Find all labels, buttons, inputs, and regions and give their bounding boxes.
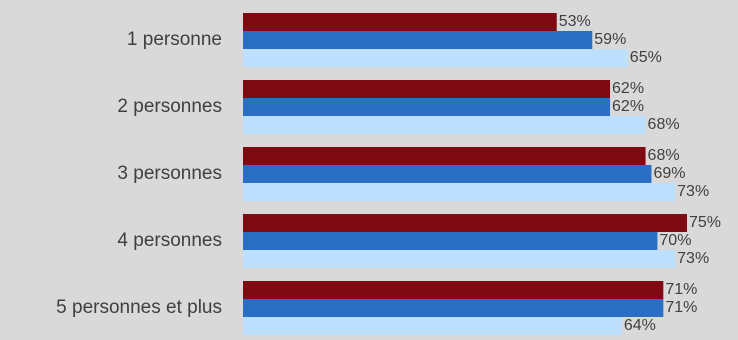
value-label: 65%: [630, 49, 662, 66]
bars: [243, 13, 687, 335]
bar-series3-5: [243, 317, 622, 335]
value-label: 62%: [612, 98, 644, 115]
value-label: 75%: [689, 214, 721, 231]
value-labels: 53%59%65%62%62%68%68%69%73%75%70%73%71%7…: [559, 13, 721, 334]
bar-series1-1: [243, 13, 557, 31]
bar-series2-2: [243, 98, 611, 116]
bar-series1-4: [243, 214, 687, 232]
value-label: 73%: [677, 183, 709, 200]
value-label: 71%: [665, 299, 697, 316]
value-label: 68%: [648, 147, 680, 164]
category-label: 3 personnes: [117, 163, 222, 184]
bar-series2-3: [243, 165, 652, 183]
bar-series2-1: [243, 31, 593, 49]
bar-series1-3: [243, 147, 646, 165]
value-label: 62%: [612, 80, 644, 97]
value-label: 70%: [659, 232, 691, 249]
value-label: 68%: [648, 116, 680, 133]
bar-series1-5: [243, 281, 664, 299]
bar-series3-4: [243, 250, 676, 268]
value-label: 71%: [665, 281, 697, 298]
category-label: 1 personne: [127, 29, 222, 50]
bar-series1-2: [243, 80, 611, 98]
value-label: 59%: [594, 31, 626, 48]
category-label: 2 personnes: [117, 96, 222, 117]
category-labels: 1 personne 2 personnes 3 personnes 4 person…: [56, 29, 222, 318]
value-label: 64%: [624, 317, 656, 334]
bar-series3-1: [243, 49, 628, 67]
bar-series2-4: [243, 232, 658, 250]
value-label: 69%: [653, 165, 685, 182]
value-label: 53%: [559, 13, 591, 30]
bar-series2-5: [243, 299, 664, 317]
value-label: 73%: [677, 250, 709, 267]
category-label: 4 personnes: [117, 230, 222, 251]
bar-series3-3: [243, 183, 676, 201]
bar-series3-2: [243, 116, 646, 134]
category-label: 5 personnes et plus: [56, 297, 222, 318]
